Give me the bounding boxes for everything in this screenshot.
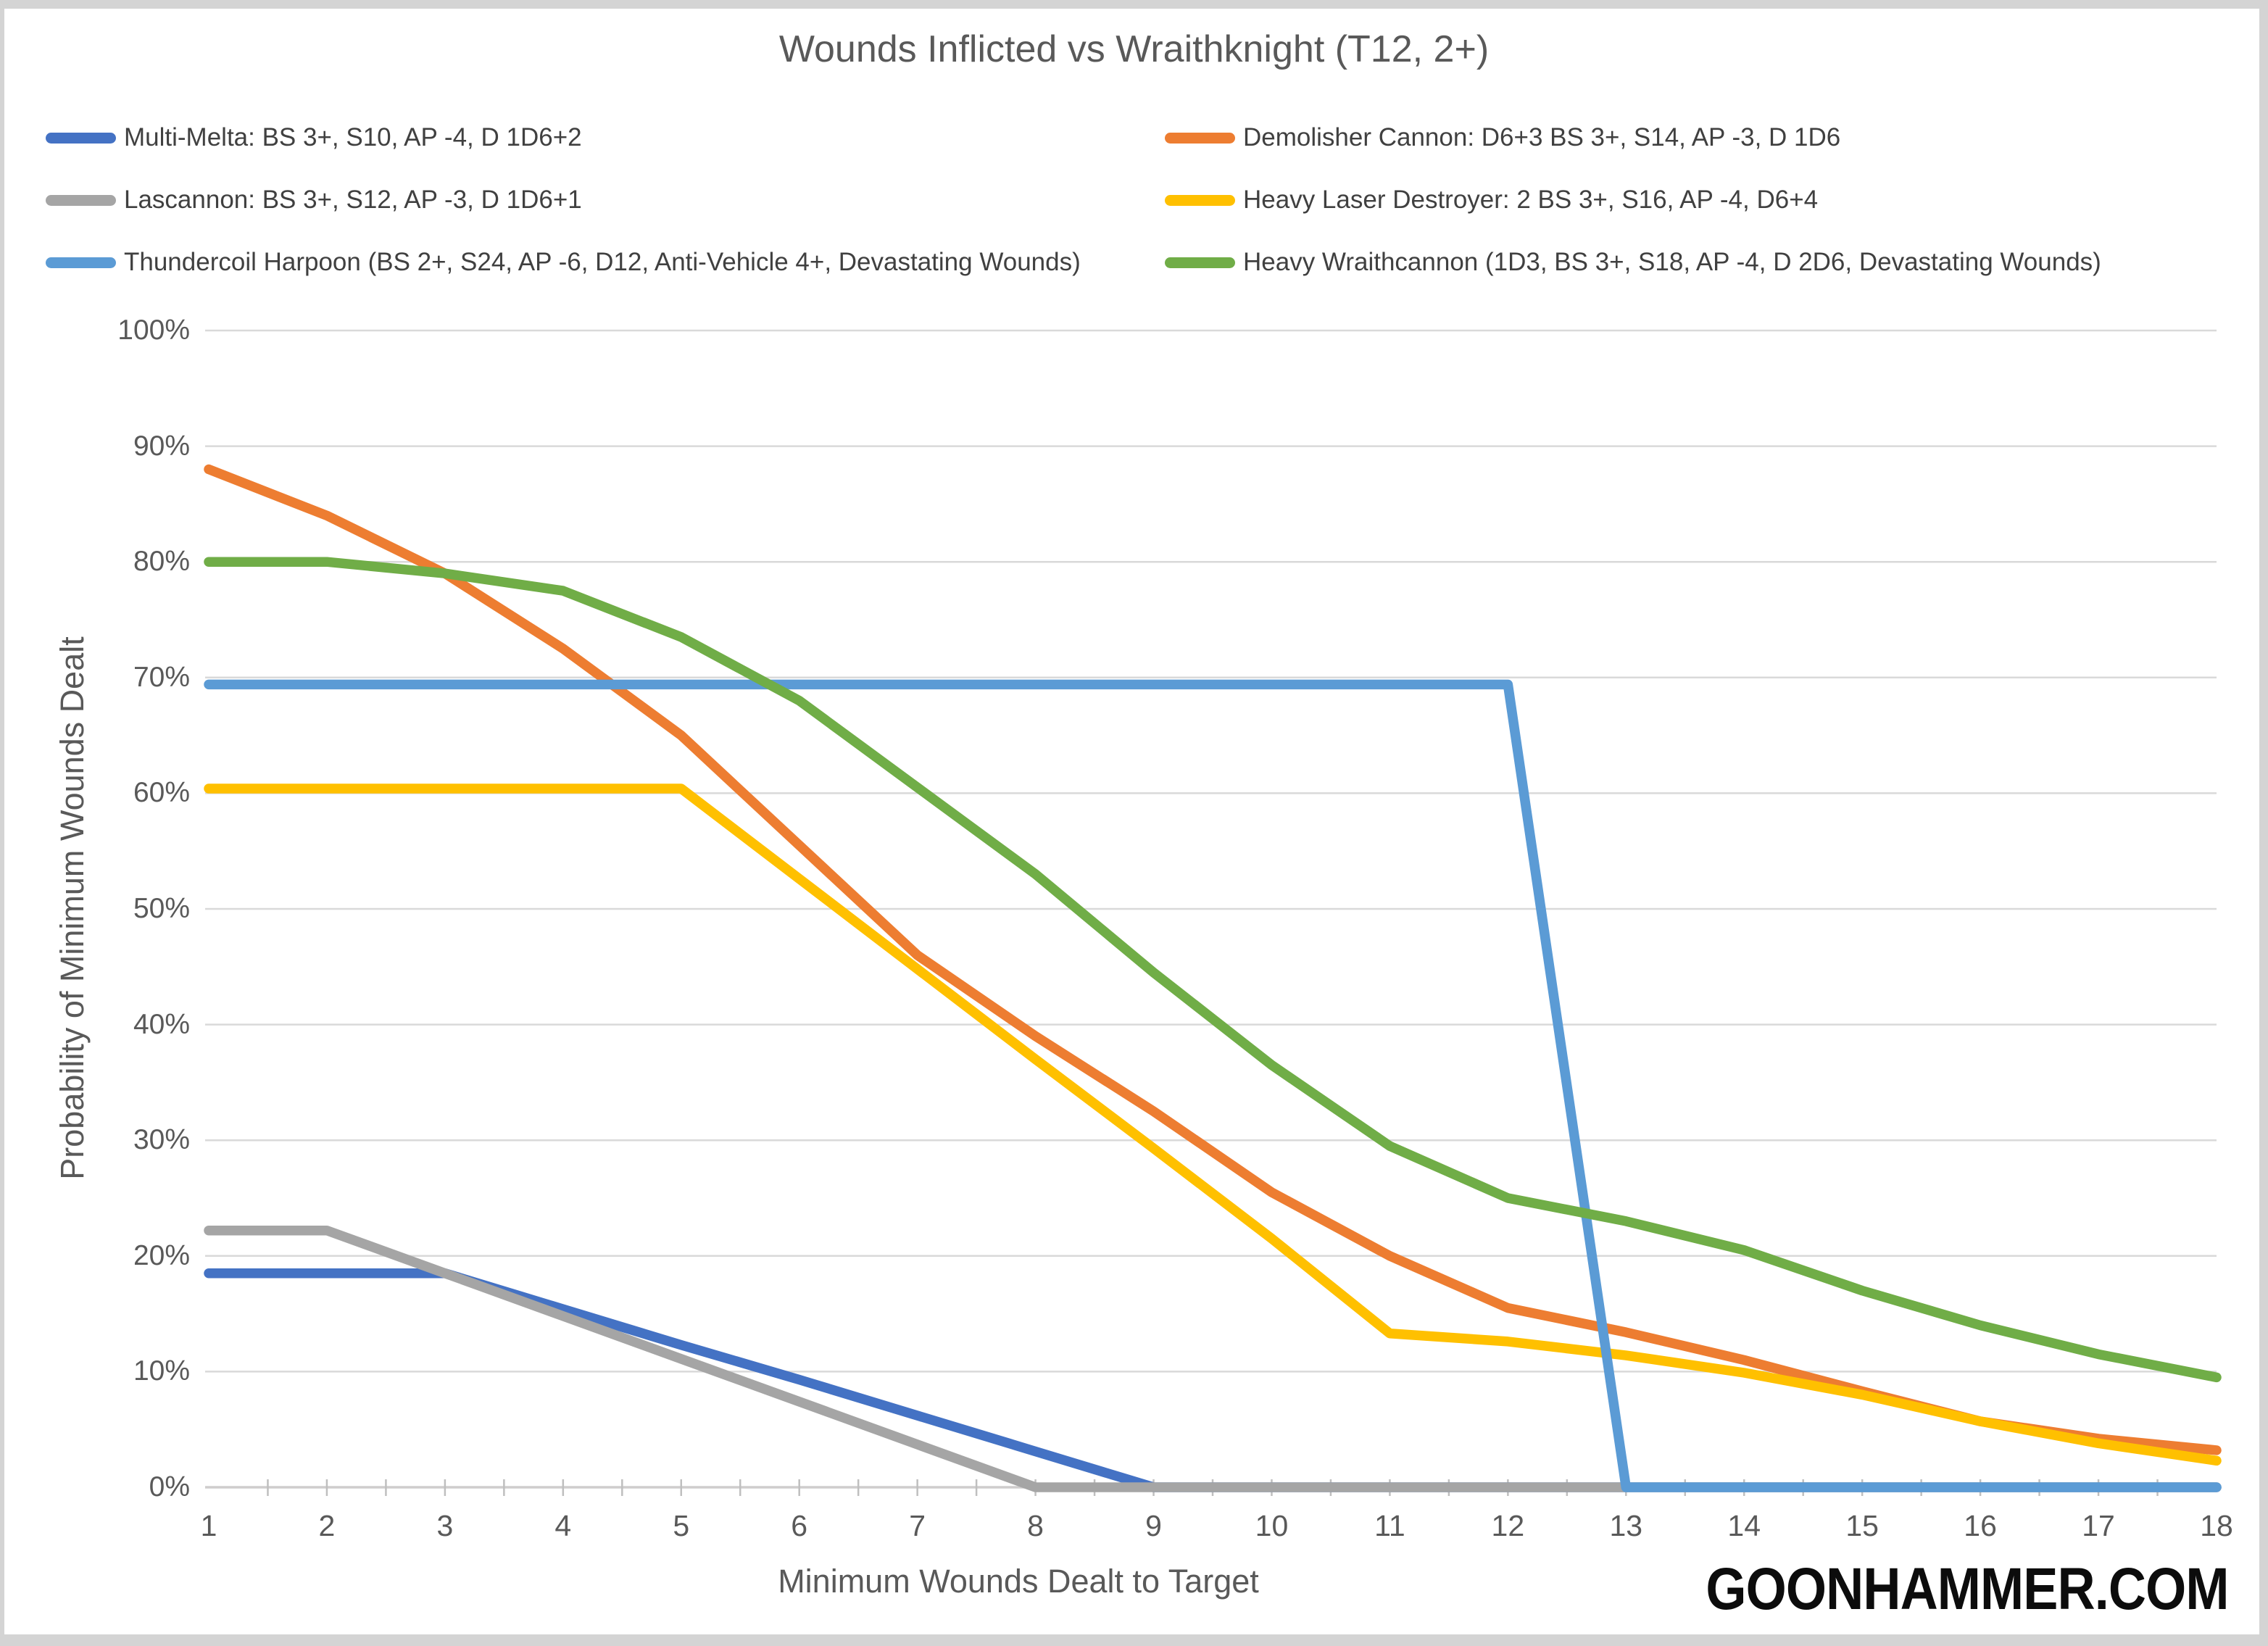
chart-canvas [4,9,2259,1634]
